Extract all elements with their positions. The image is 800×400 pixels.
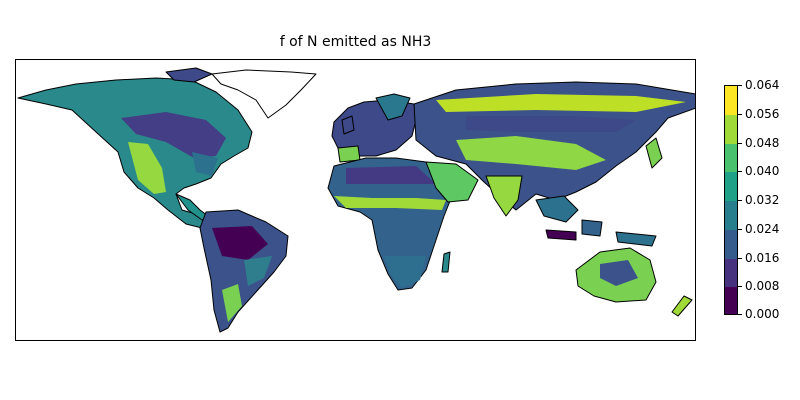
arabia (425, 161, 479, 203)
british-isles (341, 115, 355, 135)
world-map (15, 59, 696, 341)
colorbar-tick-label: 0.024 (745, 221, 780, 236)
colorbar-segment-7 (725, 114, 737, 144)
colorbar-tick-label: 0.064 (745, 78, 780, 92)
greenland (211, 69, 317, 119)
colorbar-tick (738, 286, 742, 288)
australia-interior (600, 260, 638, 286)
colorbar-segment-3 (725, 229, 737, 259)
new-guinea (615, 231, 657, 247)
iberia (337, 145, 361, 163)
new-zealand (671, 295, 693, 317)
arctic-islands (165, 67, 213, 83)
colorbar-tick (738, 171, 742, 173)
world-map-canvas (17, 67, 695, 333)
colorbar-tick-label: 0.016 (745, 250, 780, 265)
colorbar-segment-8 (725, 86, 737, 115)
scandinavia (375, 93, 411, 121)
colorbar-tick (738, 314, 742, 315)
southern-africa (384, 256, 426, 288)
siberia-low (466, 116, 636, 132)
colorbar-segment-5 (725, 172, 737, 201)
north-america-central-low (121, 112, 226, 158)
colorbar-tick (738, 228, 742, 230)
colorbar-tick (738, 113, 742, 115)
map-title: f of N emitted as NH3 (279, 34, 432, 50)
colorbar-tick (738, 142, 742, 144)
north-america-east-mid (192, 152, 218, 176)
colorbar-segment-2 (725, 258, 737, 288)
colorbar-tick-label: 0.008 (745, 279, 780, 294)
southeast-asia (535, 195, 579, 223)
colorbar-tick (738, 200, 742, 201)
colorbar-tick-label: 0.056 (745, 106, 780, 121)
colorbar-tick-label: 0.000 (745, 307, 780, 321)
colorbar-tick (738, 85, 742, 86)
colorbar-segment-4 (725, 201, 737, 230)
central-asia-high (456, 136, 606, 170)
colorbar-tick (738, 257, 742, 259)
north-america-southwest-high (128, 142, 166, 194)
indonesia-1 (545, 229, 577, 241)
colorbar-tick-label: 0.048 (745, 135, 780, 150)
siberia-band-high (436, 94, 686, 112)
south-america-southeast (244, 256, 272, 286)
sahara-mid (346, 166, 436, 184)
sahel-high (334, 196, 446, 210)
colorbar (724, 85, 738, 315)
colorbar-segment-1 (725, 287, 737, 314)
india (485, 175, 523, 217)
japan (645, 137, 663, 169)
madagascar (441, 251, 451, 273)
indonesia-2 (581, 219, 603, 237)
colorbar-tick-label: 0.032 (745, 193, 780, 207)
amazon-low (212, 226, 268, 260)
colorbar-segment-6 (725, 143, 737, 173)
colorbar-tick-label: 0.040 (745, 164, 780, 179)
patagonia-high (222, 284, 242, 322)
